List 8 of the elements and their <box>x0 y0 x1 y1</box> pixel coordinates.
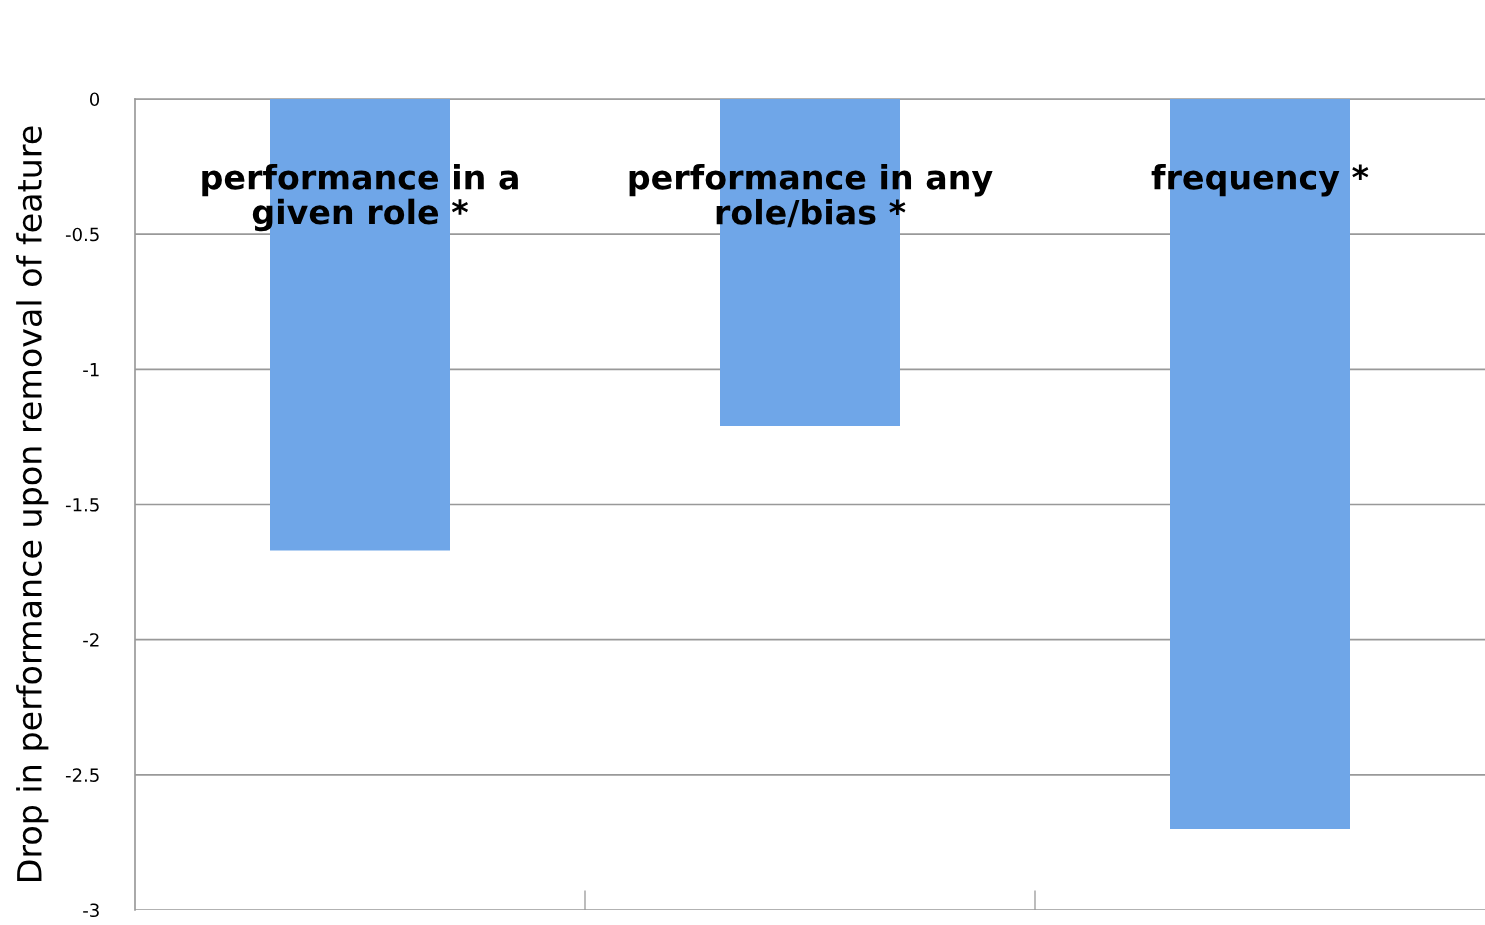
y-tick-label: 0 <box>89 92 100 107</box>
y-tick-label: -3 <box>83 903 99 918</box>
y-tick-label: -1.5 <box>65 498 99 512</box>
y-tick-label: -0.5 <box>65 227 99 242</box>
y-tick-label: -2.5 <box>65 768 99 782</box>
y-tick-label: -2 <box>83 633 99 647</box>
y-tick-label: -1 <box>83 363 99 377</box>
y-axis-title: Drop in performance upon removal of feature <box>16 126 49 882</box>
